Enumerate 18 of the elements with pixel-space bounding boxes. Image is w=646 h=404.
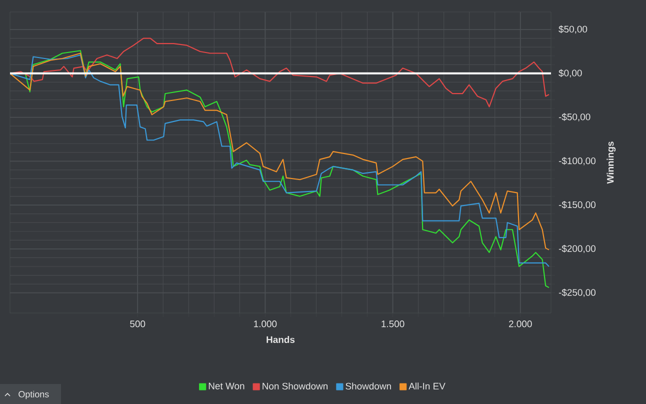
x-tick-label: 2.000 — [509, 320, 532, 328]
x-tick-label: 1.500 — [382, 320, 404, 328]
y-tick-label: $0,00 — [558, 69, 582, 78]
y-tick-label: -$200,00 — [558, 244, 596, 254]
y-tick-label: $50,00 — [558, 25, 588, 34]
y-tick-label: -$250,00 — [558, 288, 596, 297]
y-axis-title: Winnings — [606, 142, 616, 184]
legend-label: All-In EV — [408, 382, 446, 390]
x-tick-label: 1.000 — [254, 320, 277, 328]
legend-label: Non Showdown — [262, 382, 328, 390]
text: Options — [18, 390, 49, 400]
y-tick-label: -$100,00 — [558, 157, 596, 166]
x-tick-label: 500 — [130, 320, 146, 328]
legend-label: Net Won — [208, 382, 244, 390]
y-tick-label: -$150,00 — [558, 200, 596, 210]
x-axis-title: Hands — [266, 336, 295, 344]
legend-label: Showdown — [346, 382, 391, 390]
y-tick-label: -$50,00 — [558, 113, 590, 122]
